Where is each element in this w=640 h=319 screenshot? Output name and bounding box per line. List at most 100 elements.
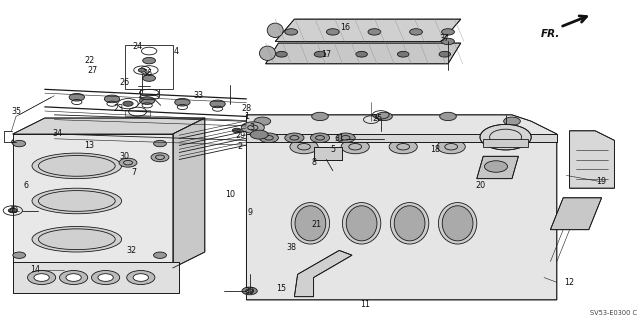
Text: 28: 28 <box>241 104 252 113</box>
Polygon shape <box>246 134 557 142</box>
Circle shape <box>504 117 520 125</box>
Text: 40: 40 <box>9 206 19 215</box>
Circle shape <box>356 51 367 57</box>
Circle shape <box>13 140 26 147</box>
Ellipse shape <box>295 206 326 241</box>
Circle shape <box>254 117 271 125</box>
Ellipse shape <box>438 203 477 244</box>
Circle shape <box>326 29 339 35</box>
Text: 14: 14 <box>30 265 40 274</box>
Ellipse shape <box>390 203 429 244</box>
Text: 12: 12 <box>564 278 575 287</box>
Text: FR.: FR. <box>541 29 560 39</box>
Text: 7: 7 <box>132 168 137 177</box>
Ellipse shape <box>291 203 330 244</box>
Text: 27: 27 <box>88 66 98 75</box>
Text: 26: 26 <box>120 78 130 87</box>
Circle shape <box>8 208 17 213</box>
Circle shape <box>119 158 137 167</box>
Text: 4: 4 <box>173 47 179 56</box>
Ellipse shape <box>346 206 377 241</box>
Polygon shape <box>13 118 205 134</box>
Circle shape <box>133 274 148 281</box>
Text: 18: 18 <box>430 145 440 154</box>
Circle shape <box>397 51 409 57</box>
Polygon shape <box>314 147 342 160</box>
Ellipse shape <box>32 188 122 214</box>
Circle shape <box>442 38 454 45</box>
Text: 24: 24 <box>132 42 143 51</box>
Circle shape <box>92 271 120 285</box>
Circle shape <box>437 140 465 154</box>
Text: 30: 30 <box>120 152 130 161</box>
Circle shape <box>143 75 156 81</box>
Circle shape <box>314 51 326 57</box>
Circle shape <box>127 271 155 285</box>
Circle shape <box>259 133 278 143</box>
Circle shape <box>290 140 318 154</box>
Circle shape <box>13 252 26 258</box>
Text: 11: 11 <box>360 300 370 309</box>
Text: 15: 15 <box>276 284 287 293</box>
Circle shape <box>138 68 146 72</box>
Text: 10: 10 <box>225 190 236 199</box>
Text: 33: 33 <box>193 91 204 100</box>
Circle shape <box>439 51 451 57</box>
Circle shape <box>285 29 298 35</box>
Text: 1: 1 <box>244 112 249 121</box>
Text: 37: 37 <box>440 34 450 43</box>
Circle shape <box>98 274 113 281</box>
Circle shape <box>34 274 49 281</box>
Circle shape <box>154 140 166 147</box>
Bar <box>125 110 150 116</box>
Text: 3: 3 <box>249 123 254 132</box>
Text: 16: 16 <box>340 23 351 32</box>
Ellipse shape <box>394 206 425 241</box>
Circle shape <box>250 130 268 139</box>
Circle shape <box>123 101 133 106</box>
Circle shape <box>28 271 56 285</box>
Circle shape <box>79 123 88 128</box>
Circle shape <box>210 100 225 108</box>
Circle shape <box>410 29 422 35</box>
Text: 25: 25 <box>372 114 383 122</box>
Text: 2: 2 <box>237 142 243 151</box>
Circle shape <box>143 57 156 64</box>
Circle shape <box>242 287 257 295</box>
Circle shape <box>285 133 304 143</box>
Circle shape <box>12 138 27 146</box>
Circle shape <box>442 29 454 35</box>
Circle shape <box>154 252 166 258</box>
Ellipse shape <box>268 23 283 38</box>
Circle shape <box>368 29 381 35</box>
Circle shape <box>376 112 392 121</box>
Circle shape <box>140 97 155 104</box>
Text: 19: 19 <box>596 177 607 186</box>
Text: 17: 17 <box>321 50 332 59</box>
Text: 38: 38 <box>286 243 296 252</box>
Circle shape <box>312 112 328 121</box>
Circle shape <box>117 124 126 129</box>
Text: 36: 36 <box>142 69 152 78</box>
Polygon shape <box>266 43 461 64</box>
Text: 6: 6 <box>23 181 28 189</box>
Ellipse shape <box>442 206 473 241</box>
Circle shape <box>310 133 330 143</box>
Circle shape <box>336 133 355 143</box>
Text: 13: 13 <box>84 141 95 150</box>
Polygon shape <box>570 131 614 188</box>
Text: 34: 34 <box>52 130 63 138</box>
Text: 31: 31 <box>334 134 344 143</box>
Polygon shape <box>173 118 205 268</box>
Text: 23: 23 <box>113 104 124 113</box>
Text: 39: 39 <box>244 287 255 296</box>
Circle shape <box>194 127 203 131</box>
Circle shape <box>276 51 287 57</box>
Circle shape <box>232 128 241 133</box>
Circle shape <box>60 271 88 285</box>
Text: 20: 20 <box>475 181 485 189</box>
Ellipse shape <box>342 203 381 244</box>
Polygon shape <box>477 156 518 179</box>
Ellipse shape <box>260 46 275 61</box>
Circle shape <box>480 124 531 150</box>
